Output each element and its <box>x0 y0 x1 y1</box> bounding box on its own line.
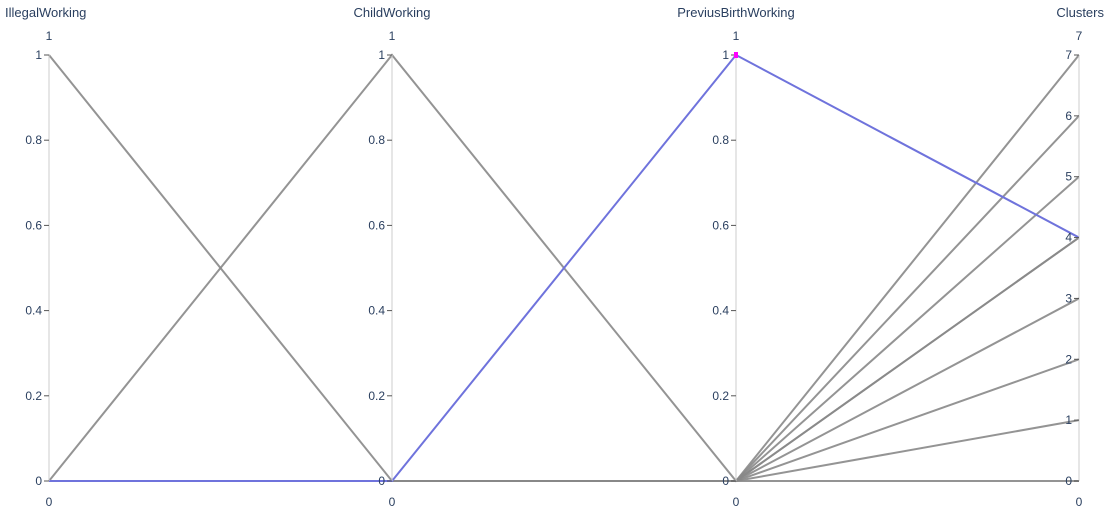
axis-title-2: PreviusBirthWorking <box>677 5 795 20</box>
tick-label-1-0: 0 <box>378 474 385 488</box>
axis-title-0: IllegalWorking <box>5 5 86 20</box>
axis-range-max-3: 7 <box>1076 29 1083 43</box>
axis-2[interactable]: PreviusBirthWorking 1 00 0.2 0.4 0.6 0.8 1 <box>677 5 795 509</box>
tick-label-1-2: 0.4 <box>368 304 385 318</box>
data-line-9 <box>49 53 1080 482</box>
tick-label-1-4: 0.8 <box>368 133 385 147</box>
tick-label-3-1: 1 <box>1065 413 1072 427</box>
axis-title-3: Clusters <box>1056 5 1104 20</box>
polylines-layer <box>48 53 1080 483</box>
constraint-range-marker[interactable] <box>734 52 738 58</box>
tick-label-3-2: 2 <box>1065 352 1072 366</box>
axis-range-max-2: 1 <box>733 29 740 43</box>
tick-label-0-0: 0 <box>35 474 42 488</box>
axis-range-min-1: 0 <box>389 495 396 509</box>
tick-label-3-0: 0 <box>1065 474 1072 488</box>
tick-label-0-2: 0.4 <box>25 304 42 318</box>
axis-range-max-0: 1 <box>46 29 53 43</box>
tick-label-3-3: 3 <box>1065 291 1072 305</box>
data-line-1 <box>49 419 1080 482</box>
tick-label-0-1: 0.2 <box>25 389 42 403</box>
tick-label-3-4: 4 <box>1065 231 1072 245</box>
tick-label-3-6: 6 <box>1065 109 1072 123</box>
tick-label-0-4: 0.8 <box>25 133 42 147</box>
axis-range-min-2: 0 <box>733 495 740 509</box>
tick-label-1-1: 0.2 <box>368 389 385 403</box>
tick-label-2-4: 0.8 <box>712 133 729 147</box>
axis-range-min-0: 0 <box>46 495 53 509</box>
tick-label-3-7: 7 <box>1065 48 1072 62</box>
axis-range-min-3: 0 <box>1076 495 1083 509</box>
tick-label-0-5: 1 <box>35 48 42 62</box>
tick-label-0-3: 0.6 <box>25 218 42 232</box>
axis-3[interactable]: Clusters 7 00 1 2 3 4 5 6 7 <box>1056 5 1104 509</box>
tick-label-1-5: 1 <box>378 48 385 62</box>
tick-label-3-5: 5 <box>1065 170 1072 184</box>
axis-range-max-1: 1 <box>389 29 396 43</box>
axis-1[interactable]: ChildWorking 1 00 0.2 0.4 0.6 0.8 1 <box>353 5 430 509</box>
data-line-2 <box>49 358 1080 482</box>
tick-label-2-2: 0.4 <box>712 304 729 318</box>
tick-label-2-3: 0.6 <box>712 218 729 232</box>
data-line-4 <box>49 175 1080 482</box>
tick-label-2-0: 0 <box>722 474 729 488</box>
axis-title-1: ChildWorking <box>353 5 430 20</box>
data-line-5 <box>49 115 1080 482</box>
tick-label-2-5: 1 <box>722 48 729 62</box>
tick-label-2-1: 0.2 <box>712 389 729 403</box>
tick-label-1-3: 0.6 <box>368 218 385 232</box>
axes-layer: IllegalWorking1000.20.40.60.81ChildWorki… <box>5 5 1104 509</box>
axis-0[interactable]: IllegalWorking 1 00 0.2 0.4 0.6 0.8 1 <box>5 5 86 509</box>
data-line-3 <box>49 297 1080 482</box>
